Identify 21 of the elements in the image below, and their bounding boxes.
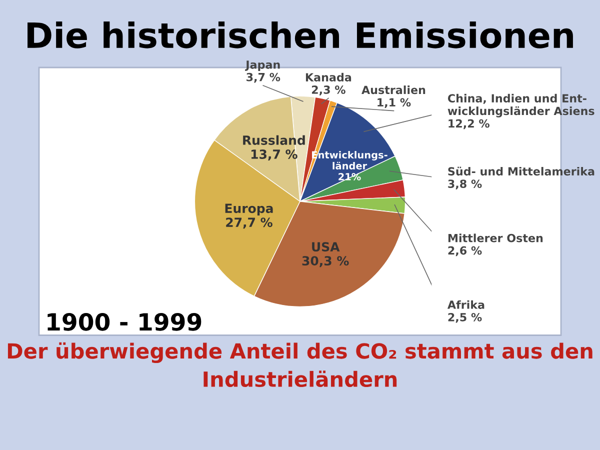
data-label: 27,7 % xyxy=(226,218,272,229)
slice-label: Afrika xyxy=(447,300,484,309)
slice-label: Europa xyxy=(225,204,273,216)
data-label: 3,7 % xyxy=(246,72,280,83)
data-label: 1,1 % xyxy=(378,98,411,108)
slice-label: Japan xyxy=(245,60,280,71)
data-label: 2,3 % xyxy=(312,86,346,96)
slice-label: China, Indien und Ent- wicklungsländer Asiens xyxy=(448,94,594,118)
slice-label: Süd- und Mittelamerika xyxy=(448,166,594,176)
text: Der überwiegende Anteil des CO₂ stammt aus den Industrieländern xyxy=(8,342,592,388)
slice-label: Kanada xyxy=(306,72,352,82)
text: 1900 - 1999 xyxy=(48,312,202,331)
chart-title: Die historischen Emissionen xyxy=(28,21,573,48)
slice-label: Mittlerer Osten xyxy=(448,234,543,242)
data-label: 12,2 % xyxy=(448,119,490,130)
data-label: 3,8 % xyxy=(448,180,482,190)
data-label: 2,5 % xyxy=(448,312,482,323)
slice-label: USA xyxy=(312,242,340,252)
slice-label: Australien xyxy=(362,86,426,94)
data-label: 2,6 % xyxy=(448,246,482,256)
data-label: 30,3 % xyxy=(302,256,349,268)
